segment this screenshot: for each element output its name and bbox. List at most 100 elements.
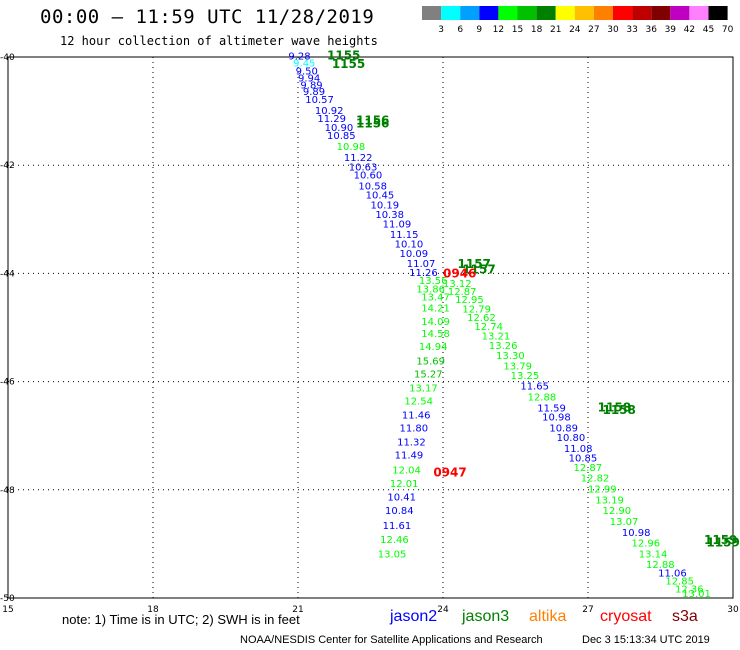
pass-time-label: 0947 [433, 465, 466, 479]
legend-jason3: jason3 [462, 608, 510, 625]
swh-value-label: 9.94 [298, 73, 320, 84]
swh-value-label: 10.45 [366, 191, 395, 202]
swh-value-label: 12.88 [646, 560, 675, 571]
swh-value-label: 11.09 [383, 219, 412, 230]
swh-value-label: 12.01 [390, 479, 419, 490]
colorbar-label: 70 [722, 25, 734, 35]
swh-value-label: 13.19 [595, 495, 624, 506]
pass-time-label: 1155 [332, 57, 365, 71]
colorbar-swatch [613, 6, 633, 20]
swh-value-label: 10.41 [387, 493, 416, 504]
swh-value-label: 10.38 [375, 210, 404, 221]
swh-value-label: 12.87 [574, 463, 603, 474]
swh-value-label: 13.79 [503, 362, 532, 373]
y-tick-label: -42 [0, 161, 15, 171]
colorbar-label: 27 [588, 25, 599, 35]
swh-value-label: 10.84 [385, 506, 414, 517]
colorbar-swatch [498, 6, 518, 20]
swh-value-label: 12.04 [392, 466, 421, 477]
swh-value-label: 13.47 [421, 292, 450, 303]
swh-value-label: 10.10 [395, 239, 424, 250]
colorbar-swatch [689, 6, 709, 20]
colorbar-swatch [479, 6, 499, 20]
swh-value-label: 10.58 [358, 182, 387, 193]
swh-value-label: 9.89 [303, 87, 325, 98]
swh-value-label: 14.09 [421, 317, 450, 328]
colorbar-swatch [593, 6, 613, 20]
colorbar-label: 6 [457, 25, 463, 35]
colorbar-label: 12 [493, 25, 504, 35]
swh-value-label: 13.21 [482, 331, 511, 342]
swh-value-label: 12.99 [588, 485, 617, 496]
plot-frame [7, 56, 734, 599]
swh-value-label: 13.07 [610, 517, 639, 528]
swh-value-label: 14.21 [421, 303, 450, 314]
swh-value-label: 15.27 [414, 369, 443, 380]
swh-value-label: 11.32 [397, 437, 426, 448]
swh-value-label: 11.65 [520, 382, 549, 393]
pass-time-label: 1155 [327, 49, 360, 63]
y-tick-label: -40 [0, 53, 15, 63]
legend-altika: altika [529, 608, 567, 625]
swh-value-label: 10.19 [371, 200, 400, 211]
swh-value-label: 13.17 [409, 383, 438, 394]
swh-value-label: 11.46 [402, 410, 431, 421]
swh-value-label: 9.45 [293, 59, 315, 70]
swh-value-label: 10.90 [325, 123, 354, 134]
swh-value-label: 12.85 [665, 576, 694, 587]
swh-value-label: 11.29 [317, 114, 346, 125]
swh-value-label: 10.98 [622, 528, 651, 539]
swh-value-label: 11.08 [564, 444, 593, 455]
swh-value-label: 13.12 [443, 279, 472, 290]
colorbar-swatch [555, 6, 575, 20]
swh-value-label: 13.30 [496, 351, 525, 362]
swh-value-label: 10.80 [557, 433, 586, 444]
swh-value-label: 12.87 [448, 287, 477, 298]
colorbar-swatch [517, 6, 537, 20]
colorbar-label: 24 [569, 25, 581, 35]
legend-s3a: s3a [672, 608, 698, 625]
y-tick-label: -44 [0, 269, 15, 279]
footer-note: note: 1) Time is in UTC; 2) SWH is in fe… [62, 612, 300, 627]
pass-time-label: 1157 [462, 262, 495, 276]
chart-subtitle: 12 hour collection of altimeter wave hei… [60, 34, 378, 48]
pass-time-label: 0946 [443, 267, 476, 281]
pass-time-label: 1159 [704, 533, 737, 547]
swh-value-label: 13.56 [419, 276, 448, 287]
swh-value-label: 10.63 [349, 163, 378, 174]
colorbar-label: 45 [703, 25, 714, 35]
swh-value-label: 11.06 [658, 568, 687, 579]
swh-value-label: 9.28 [288, 52, 310, 63]
swh-value-label: 11.49 [395, 450, 424, 461]
chart-title: 00:00 – 11:59 UTC 11/28/2019 [40, 6, 375, 28]
colorbar-swatch [422, 6, 442, 20]
colorbar-swatch [632, 6, 652, 20]
swh-value-label: 11.61 [383, 521, 412, 532]
swh-value-label: 13.26 [489, 341, 518, 352]
x-tick-label: 30 [727, 605, 739, 615]
x-tick-label: 21 [292, 605, 303, 615]
swh-value-label: 14.58 [421, 329, 450, 340]
swh-value-label: 10.98 [337, 142, 366, 153]
swh-value-label: 10.60 [354, 171, 383, 182]
swh-value-label: 11.22 [344, 153, 373, 164]
legend-jason2: jason2 [390, 608, 438, 625]
y-tick-label: -50 [0, 594, 15, 604]
colorbar-label: 30 [607, 25, 619, 35]
colorbar-swatch [536, 6, 556, 20]
legend-cryosat: cryosat [600, 608, 652, 625]
colorbar-label: 21 [550, 25, 561, 35]
pass-time-label: 1158 [603, 403, 636, 417]
swh-value-label: 10.85 [569, 454, 598, 465]
colorbar-label: 36 [645, 25, 657, 35]
swh-value-label: 11.07 [407, 259, 436, 270]
pass-time-label: 1156 [356, 114, 389, 128]
pass-time-label: 1156 [356, 116, 389, 130]
x-tick-label: 15 [2, 605, 13, 615]
x-tick-label: 24 [437, 605, 449, 615]
swh-value-label: 13.86 [416, 284, 445, 295]
swh-value-label: 11.80 [400, 423, 429, 434]
swh-value-label: 12.79 [462, 304, 491, 315]
swh-value-label: 13.05 [378, 549, 407, 560]
